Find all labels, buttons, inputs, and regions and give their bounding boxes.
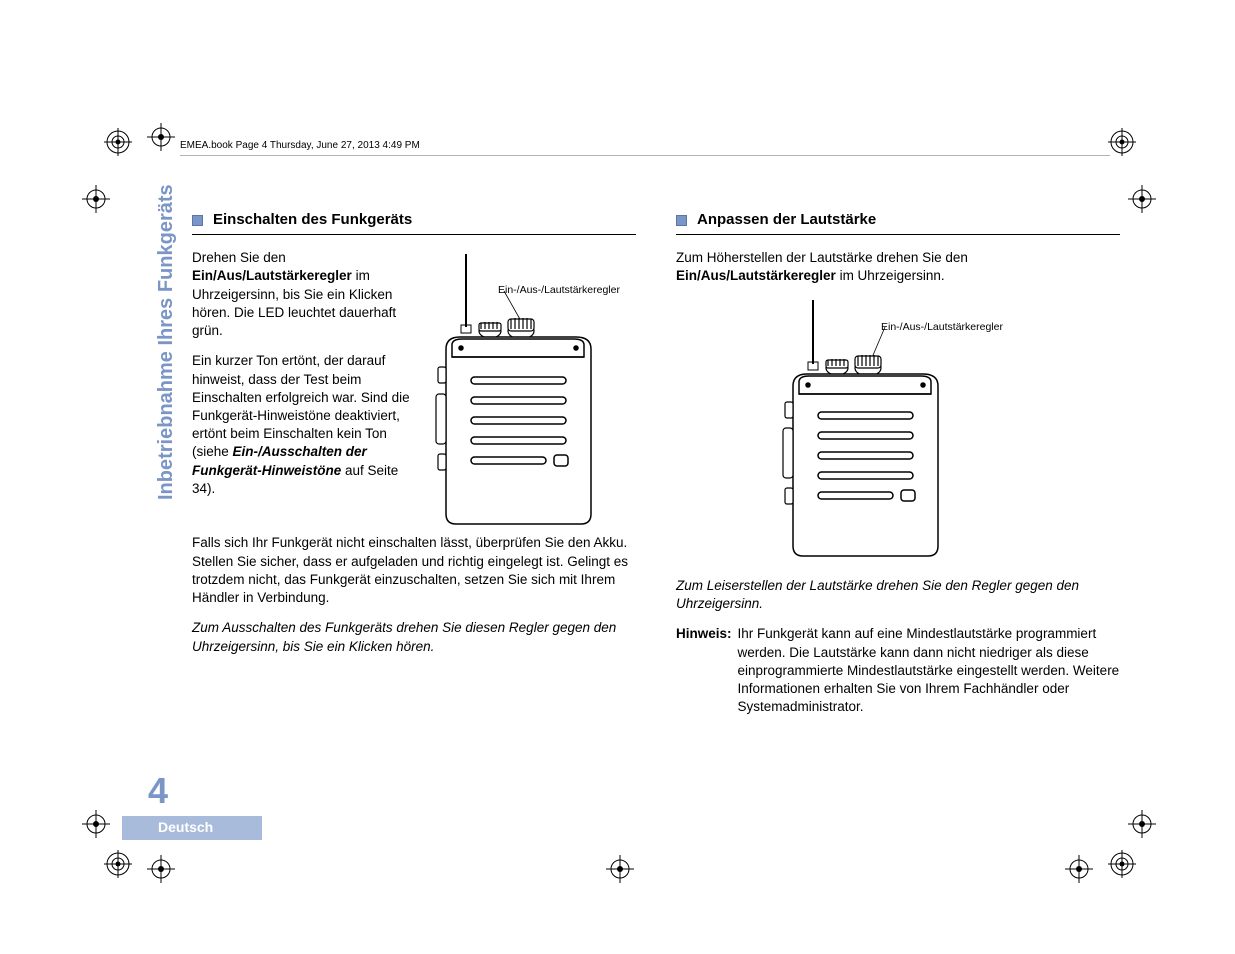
heading-text: Anpassen der Lautstärke <box>697 210 876 230</box>
heading-bullet-icon <box>192 215 203 226</box>
paragraph-italic: Zum Leiserstellen der Lautstärke drehen … <box>676 577 1120 613</box>
paragraph: Drehen Sie den Ein/Aus/Lautstärkeregler … <box>192 249 414 340</box>
reg-mark-icon <box>104 850 132 878</box>
crop-target-icon <box>82 185 110 213</box>
page-number: 4 <box>148 770 168 812</box>
crop-target-icon <box>147 855 175 883</box>
radio-figure: Ein-/Aus-/Lautstärkeregler <box>773 298 1023 563</box>
heading-bullet-icon <box>676 215 687 226</box>
paragraph: Ein kurzer Ton ertönt, der darauf hinwei… <box>192 352 414 498</box>
crop-target-icon <box>1065 855 1093 883</box>
book-header: EMEA.book Page 4 Thursday, June 27, 2013… <box>180 140 420 151</box>
crop-target-icon <box>147 123 175 151</box>
note-block: Hinweis: Ihr Funkgerät kann auf eine Min… <box>676 625 1120 716</box>
note-body: Ihr Funkgerät kann auf eine Mindestlauts… <box>738 625 1120 716</box>
header-rule <box>180 155 1110 156</box>
right-column: Anpassen der Lautstärke Zum Höherstellen… <box>676 210 1120 728</box>
language-bar: Deutsch <box>122 816 262 840</box>
paragraph: Zum Höherstellen der Lautstärke drehen S… <box>676 249 1120 285</box>
section-heading-power-on: Einschalten des Funkgeräts <box>192 210 636 235</box>
crop-target-icon <box>82 810 110 838</box>
crop-target-icon <box>1128 810 1156 838</box>
heading-text: Einschalten des Funkgeräts <box>213 210 412 230</box>
radio-figure: Ein-/Aus-/Lautstärkeregler <box>426 249 636 534</box>
crop-target-icon <box>606 855 634 883</box>
left-column: Einschalten des Funkgeräts Drehen Sie de… <box>192 210 636 728</box>
chapter-title-vertical: Inbetriebnahme Ihres Funkgeräts <box>155 184 178 500</box>
crop-target-icon <box>1128 185 1156 213</box>
reg-mark-icon <box>1108 850 1136 878</box>
figure-callout-label: Ein-/Aus-/Lautstärkeregler <box>881 320 1003 334</box>
reg-mark-icon <box>1108 128 1136 156</box>
note-label: Hinweis: <box>676 625 732 716</box>
figure-callout-label: Ein-/Aus-/Lautstärkeregler <box>498 283 620 297</box>
section-heading-volume: Anpassen der Lautstärke <box>676 210 1120 235</box>
reg-mark-icon <box>104 128 132 156</box>
paragraph-italic: Zum Ausschalten des Funkgeräts drehen Si… <box>192 619 636 655</box>
paragraph: Falls sich Ihr Funkgerät nicht einschalt… <box>192 534 636 607</box>
